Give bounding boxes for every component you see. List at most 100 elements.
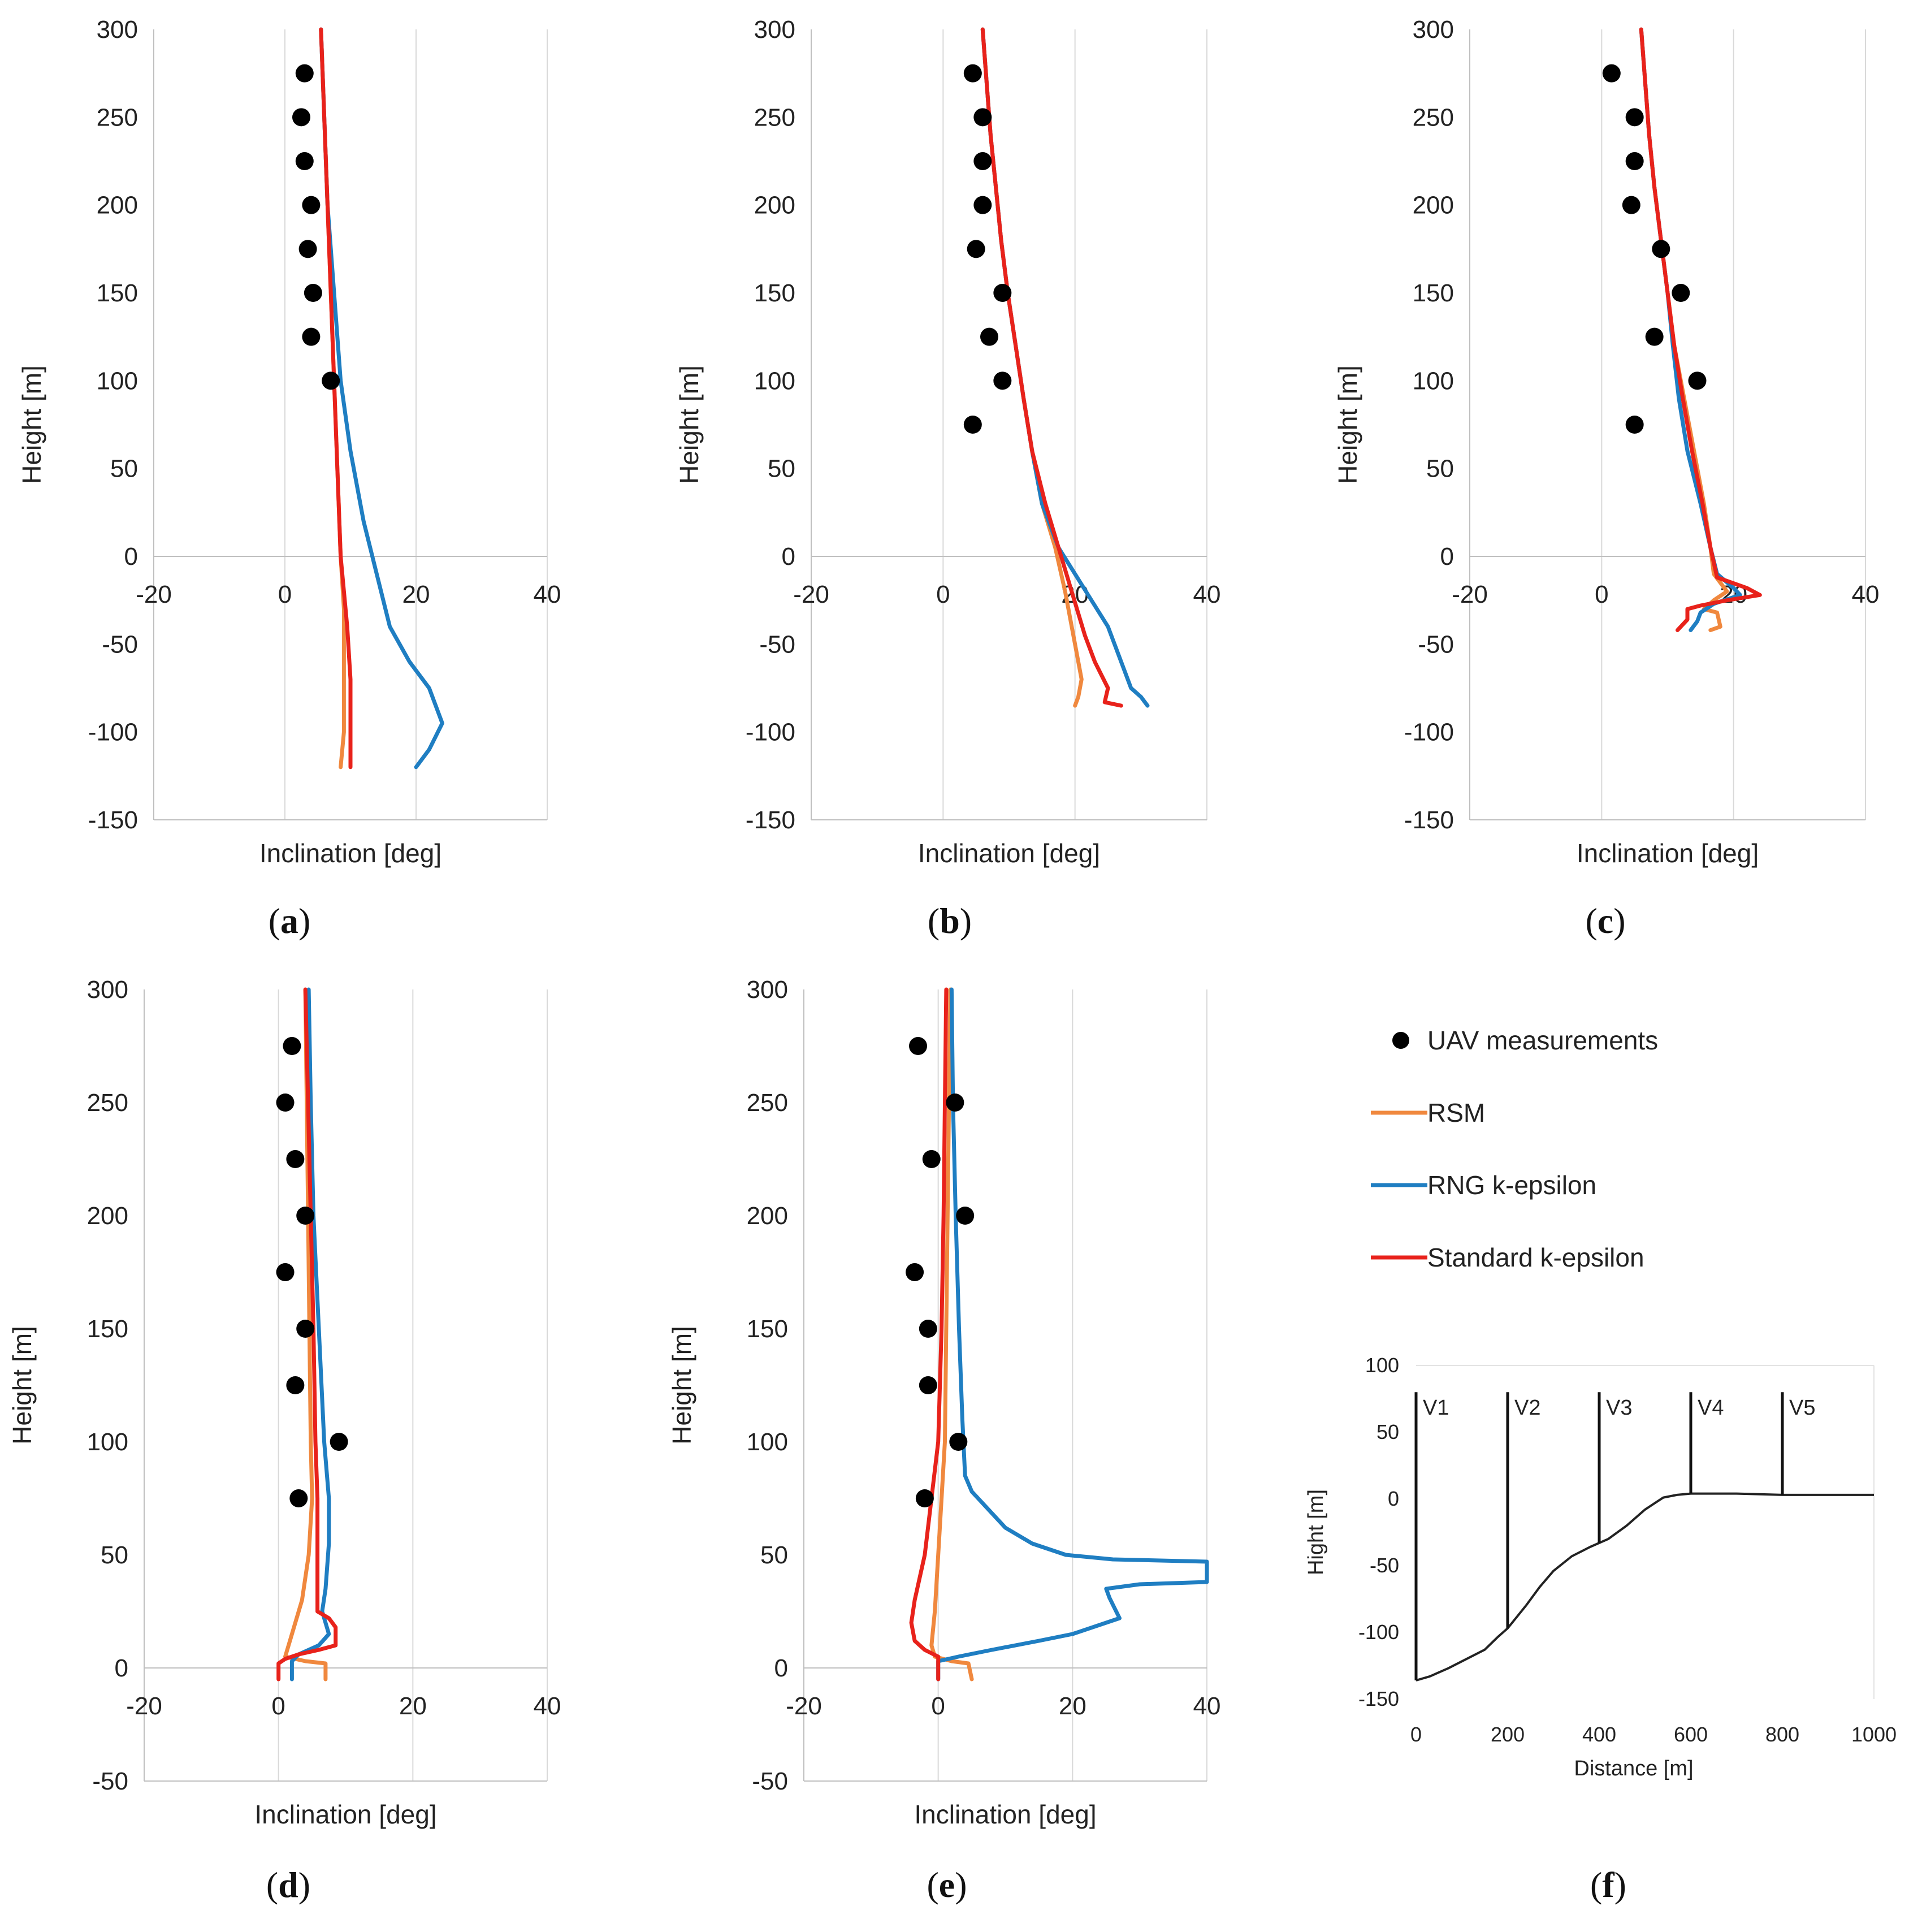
uav-point xyxy=(286,1376,305,1394)
y-tick-label: 200 xyxy=(747,1202,788,1230)
x-axis-label: Inclination [deg] xyxy=(918,839,1100,868)
x-tick-label: 40 xyxy=(1852,581,1880,608)
y-tick-label: 0 xyxy=(774,1654,788,1682)
chart-panel-a: 300 250 200 150 100 50 0 -50 -100 -150 -20 0 20 40 Inc… xyxy=(17,16,561,941)
y-tick-label: 200 xyxy=(1413,192,1454,219)
x-axis-label: Inclination [deg] xyxy=(259,839,441,868)
uav-point xyxy=(295,64,314,83)
y-tick-label: 300 xyxy=(1413,16,1454,44)
x-tick-label: 0 xyxy=(271,1692,285,1720)
y-tick-label: -150 xyxy=(1404,806,1454,834)
uav-point xyxy=(963,416,982,434)
y-tick-label: 100 xyxy=(754,367,795,395)
legend: UAV measurements RSM RNG k-epsilon Standard… xyxy=(1371,1026,1658,1272)
uav-point xyxy=(302,196,321,214)
x-tick-label: -20 xyxy=(1452,581,1488,608)
x-tick-label: 200 xyxy=(1491,1723,1525,1746)
y-tick-label: 200 xyxy=(87,1202,128,1230)
y-tick-label: 50 xyxy=(1426,455,1454,483)
y-tick-label: 100 xyxy=(1413,367,1454,395)
y-tick-label: 0 xyxy=(115,1654,128,1682)
series-line-rng-k-epsilon xyxy=(936,987,1209,1682)
uav-point xyxy=(946,1093,964,1112)
x-tick-label: 800 xyxy=(1765,1723,1799,1746)
series-line-rsm xyxy=(929,987,974,1682)
y-tick-label: 100 xyxy=(1365,1354,1399,1377)
uav-point xyxy=(1622,196,1640,214)
panel-label: (b) xyxy=(928,901,972,941)
y-tick-label: 150 xyxy=(1413,279,1454,307)
panel-label: (c) xyxy=(1585,901,1625,941)
y-tick-label: 0 xyxy=(1440,543,1454,570)
x-tick-label: 40 xyxy=(534,581,561,608)
y-tick-label: 100 xyxy=(747,1428,788,1456)
series-line-rng-k-epsilon xyxy=(319,27,444,770)
uav-point xyxy=(1625,108,1644,127)
y-tick-label: 100 xyxy=(87,1428,128,1456)
series-line-standard-k-epsilon xyxy=(980,27,1123,708)
series-line-standard-k-epsilon xyxy=(319,27,353,770)
uav-point xyxy=(296,1320,315,1338)
y-axis-label: Height [m] xyxy=(674,365,704,484)
uav-point xyxy=(906,1263,924,1281)
y-tick-label: -150 xyxy=(746,806,795,834)
terrain-profile xyxy=(1415,1492,1874,1682)
series-line-standard-k-epsilon xyxy=(276,987,338,1682)
panel-label: (f) xyxy=(1590,1865,1626,1905)
y-tick-label: 50 xyxy=(1376,1420,1399,1443)
y-tick-label: -50 xyxy=(1418,630,1454,658)
y-axis-label: Height [m] xyxy=(17,365,46,484)
uav-point xyxy=(276,1263,295,1281)
x-tick-label: 0 xyxy=(931,1692,945,1720)
uav-point xyxy=(973,196,992,214)
y-axis-label: Height [m] xyxy=(1333,365,1362,484)
y-tick-label: 250 xyxy=(747,1089,788,1117)
y-tick-label: 250 xyxy=(754,103,795,131)
chart-panel-f: 100 50 0 -50 -100 -150 0 200 400 600 800 1000 Distan… xyxy=(1304,1354,1897,1905)
y-axis-label: Height [m] xyxy=(667,1326,696,1445)
legend-label-rng: RNG k-epsilon xyxy=(1427,1170,1596,1200)
uav-point xyxy=(922,1150,941,1168)
x-tick-label: -20 xyxy=(793,581,829,608)
y-tick-label: -50 xyxy=(759,630,795,658)
uav-point xyxy=(292,108,310,127)
y-tick-label: 50 xyxy=(760,1541,788,1569)
x-tick-label: -20 xyxy=(786,1692,822,1720)
vertical-profile-label: V1 xyxy=(1423,1396,1449,1420)
y-tick-label: 150 xyxy=(87,1315,128,1343)
vertical-profile-label: V4 xyxy=(1698,1396,1724,1420)
uav-point xyxy=(304,284,322,302)
uav-point xyxy=(919,1320,937,1338)
x-tick-label: 400 xyxy=(1582,1723,1616,1746)
uav-point xyxy=(1652,240,1670,258)
y-tick-label: 50 xyxy=(110,455,138,483)
uav-point xyxy=(963,64,982,83)
uav-point xyxy=(967,240,985,258)
y-tick-label: 0 xyxy=(782,543,795,570)
x-axis-label: Inclination [deg] xyxy=(914,1800,1096,1829)
y-tick-label: 150 xyxy=(754,279,795,307)
legend-label-rsm: RSM xyxy=(1427,1098,1485,1127)
uav-point xyxy=(296,1207,315,1225)
y-tick-label: -100 xyxy=(88,719,138,746)
series-line-rsm xyxy=(980,27,1084,708)
y-tick-label: -50 xyxy=(92,1767,128,1795)
x-tick-label: 20 xyxy=(1059,1692,1086,1720)
y-tick-label: 50 xyxy=(768,455,795,483)
y-tick-label: -150 xyxy=(1358,1687,1399,1710)
uav-point xyxy=(1625,152,1644,170)
y-tick-label: 150 xyxy=(747,1315,788,1343)
vertical-profile-label: V5 xyxy=(1789,1396,1815,1420)
legend-marker-uav xyxy=(1392,1032,1409,1049)
uav-point xyxy=(919,1376,937,1394)
y-tick-label: -100 xyxy=(746,719,795,746)
legend-label-std: Standard k-epsilon xyxy=(1427,1243,1644,1272)
uav-point xyxy=(973,152,992,170)
uav-point xyxy=(1645,327,1664,346)
y-axis-label: Height [m] xyxy=(7,1326,37,1445)
uav-point xyxy=(276,1093,295,1112)
uav-point xyxy=(1625,416,1644,434)
x-axis-label: Distance [m] xyxy=(1574,1757,1693,1780)
